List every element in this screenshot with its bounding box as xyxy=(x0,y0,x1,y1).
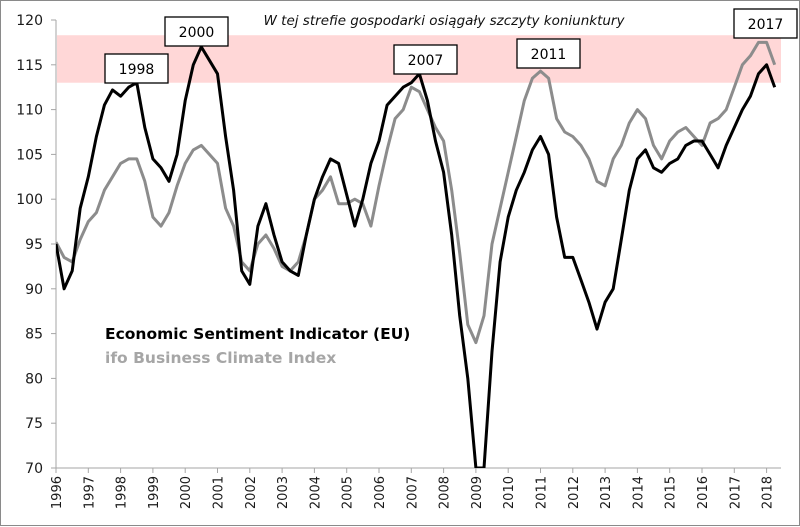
legend: Economic Sentiment Indicator (EU) ifo Bu… xyxy=(105,325,410,367)
series-layer xyxy=(56,40,777,468)
y-tick-label: 100 xyxy=(16,192,43,208)
y-tick-label: 85 xyxy=(25,327,43,343)
x-tick-label: 1998 xyxy=(115,476,130,509)
x-tick-label: 2016 xyxy=(696,476,711,509)
legend-entry-esi: Economic Sentiment Indicator (EU) xyxy=(105,325,410,343)
x-tick-label: 2009 xyxy=(470,476,485,509)
annotation-1998: 1998 xyxy=(104,53,169,84)
x-tick-label: 2007 xyxy=(405,476,420,509)
annotation-label: 1998 xyxy=(119,62,155,78)
x-tick-label: 2010 xyxy=(502,476,517,509)
x-tick-label: 2005 xyxy=(341,476,356,509)
x-tick-label: 2018 xyxy=(761,476,776,509)
x-tick-label: 2011 xyxy=(535,476,550,509)
series-line-ifo xyxy=(56,40,777,345)
y-tick-label: 70 xyxy=(25,461,43,477)
x-tick-label: 2013 xyxy=(599,476,614,509)
annotation-2011: 2011 xyxy=(516,38,581,69)
annotation-label: 2017 xyxy=(748,17,784,33)
x-tick-label: 1997 xyxy=(82,476,97,509)
x-tick-label: 2012 xyxy=(567,476,582,509)
annotation-label: 2000 xyxy=(179,25,215,41)
y-tick-label: 105 xyxy=(16,147,43,163)
annotation-2007: 2007 xyxy=(393,44,458,75)
axes xyxy=(51,19,781,473)
peak-zone-label: W tej strefie gospodarki osiągały szczyt… xyxy=(264,13,626,29)
x-tick-label: 2002 xyxy=(244,476,259,509)
annotation-label: 2011 xyxy=(531,47,567,63)
x-tick-label: 2000 xyxy=(179,476,194,509)
annotation-box xyxy=(393,44,458,75)
peak-annotations: 1998 2000 2007 2011 2017 xyxy=(104,8,798,84)
annotation-box xyxy=(164,16,229,47)
y-tick-label: 80 xyxy=(25,371,43,387)
x-tick-label: 2014 xyxy=(631,476,646,509)
x-tick-label: 1999 xyxy=(147,476,162,509)
annotation-2017: 2017 xyxy=(733,8,798,39)
annotation-box xyxy=(516,38,581,69)
y-tick-label: 110 xyxy=(16,103,43,119)
y-tick-label: 115 xyxy=(16,58,43,74)
annotation-2000: 2000 xyxy=(164,16,229,47)
x-tick-label: 2006 xyxy=(373,476,388,509)
y-tick-label: 75 xyxy=(25,416,43,432)
x-tick-label: 2008 xyxy=(438,476,453,509)
y-tick-label: 90 xyxy=(25,282,43,298)
series-line-esi xyxy=(56,45,777,468)
x-tick-label: 2004 xyxy=(308,476,323,509)
x-tick-labels: 1996 1997 1998 1999 2000 2001 2002 2003 2004 2005… xyxy=(50,476,776,509)
x-tick-label: 2017 xyxy=(728,476,743,509)
annotation-box xyxy=(733,8,798,39)
y-tick-label: 120 xyxy=(16,13,43,29)
x-tick-label: 2003 xyxy=(276,476,291,509)
x-tick-label: 1996 xyxy=(50,476,65,509)
annotation-label: 2007 xyxy=(408,53,444,69)
x-tick-label: 2015 xyxy=(664,476,679,509)
x-tick-label: 2001 xyxy=(212,476,227,509)
y-tick-labels: 70 75 80 85 90 95 100 105 110 115 120 xyxy=(16,13,43,477)
legend-entry-ifo: ifo Business Climate Index xyxy=(105,349,336,367)
y-tick-label: 95 xyxy=(25,237,43,253)
annotation-box xyxy=(104,53,169,84)
